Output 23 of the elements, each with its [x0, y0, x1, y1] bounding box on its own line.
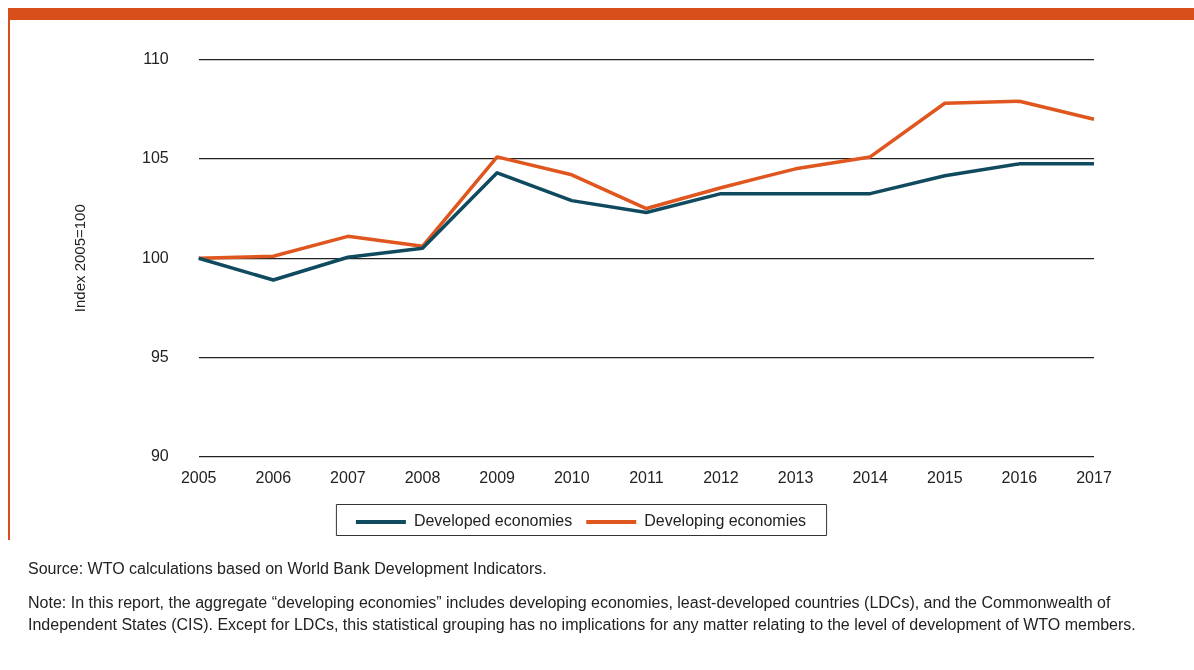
x-tick-label: 2011	[629, 468, 664, 486]
x-tick-label: 2017	[1076, 468, 1112, 486]
legend-label: Developed economies	[413, 512, 573, 530]
legend-label: Developing economies	[644, 512, 807, 530]
x-tick-label: 2009	[479, 468, 516, 486]
x-tick-label: 2007	[330, 468, 366, 486]
source-note: Source: WTO calculations based on World Bank Development Indicators.	[28, 559, 548, 579]
x-tick-label: 2014	[852, 468, 889, 486]
y-tick-label: 95	[150, 347, 169, 365]
y-tick-label: 90	[150, 447, 169, 465]
y-axis-title: Index 2005=100	[71, 204, 89, 313]
x-tick-label: 2010	[553, 468, 590, 486]
x-tick-label: 2015	[926, 468, 963, 486]
x-tick-label: 2012	[703, 468, 739, 486]
y-tick-label: 110	[143, 50, 169, 68]
x-tick-label: 2016	[1001, 468, 1038, 486]
x-tick-label: 2013	[777, 468, 814, 486]
y-tick-label: 105	[141, 149, 169, 167]
text: Note: In this report, the aggregate “developing economies” includes developing economies, least-developed countries (LDCs), and the Commonwealth of Independent States (CIS). Except for LDCs, this statistical grouping has no implications for any matter relating to the level of development of WTO members.	[28, 593, 1137, 635]
x-tick-label: 2008	[404, 468, 441, 486]
x-tick-label: 2006	[255, 468, 292, 486]
y-tick-label: 100	[141, 248, 169, 266]
x-tick-label: 2005	[180, 468, 217, 486]
